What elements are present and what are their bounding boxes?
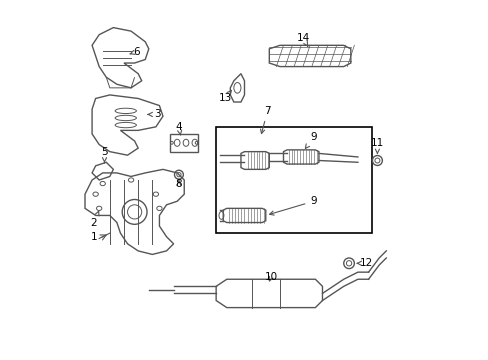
Bar xyxy=(216,127,371,233)
Text: 11: 11 xyxy=(370,138,383,154)
Text: 9: 9 xyxy=(305,132,316,148)
Text: 4: 4 xyxy=(175,122,182,135)
Text: 6: 6 xyxy=(130,47,140,57)
Text: 2: 2 xyxy=(90,211,99,228)
Text: 7: 7 xyxy=(260,106,270,134)
Text: 8: 8 xyxy=(175,179,182,189)
Text: 14: 14 xyxy=(296,33,309,46)
Text: 3: 3 xyxy=(148,109,161,120)
Text: 9: 9 xyxy=(269,196,316,215)
Text: 1: 1 xyxy=(90,232,97,242)
Text: 10: 10 xyxy=(264,273,277,283)
Text: 13: 13 xyxy=(218,90,231,103)
Text: 12: 12 xyxy=(356,258,373,268)
Text: 5: 5 xyxy=(101,147,107,163)
